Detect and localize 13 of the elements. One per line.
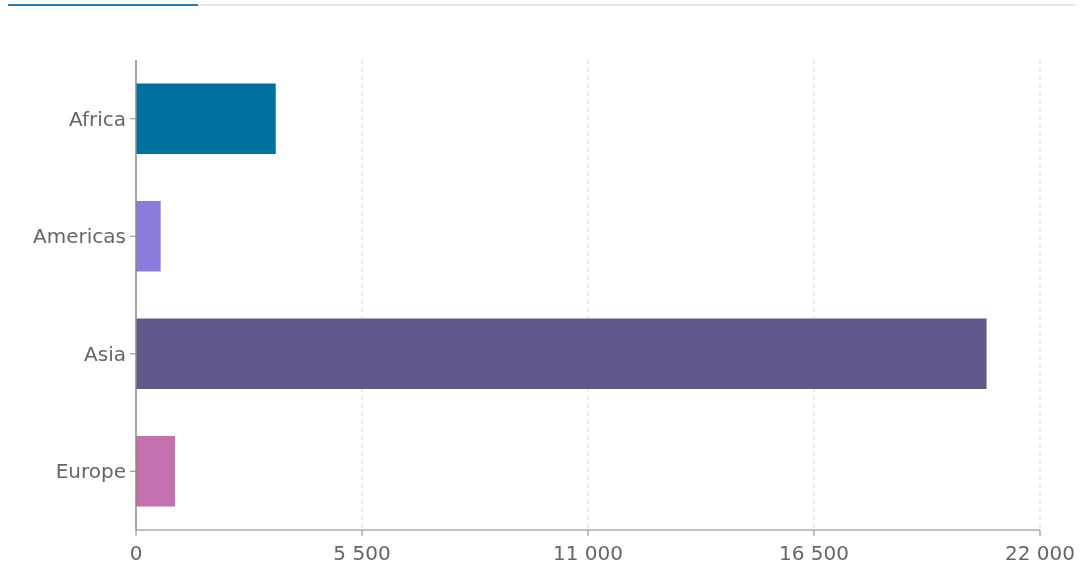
y-tick-label: Asia (84, 341, 126, 366)
bar (136, 436, 176, 507)
x-tick-label: 16 500 (779, 541, 849, 565)
x-tick-label: 5 500 (333, 541, 391, 565)
x-tick-label: 22 000 (1005, 541, 1075, 565)
x-tick-label: 0 (129, 541, 143, 565)
y-tick-label: Europe (55, 459, 126, 484)
x-tick-label: 11 000 (553, 541, 623, 565)
y-tick-label: Africa (68, 106, 126, 131)
y-tick-label: Americas (33, 224, 126, 249)
bar (136, 318, 987, 389)
bar (136, 83, 276, 154)
bar (136, 201, 161, 272)
